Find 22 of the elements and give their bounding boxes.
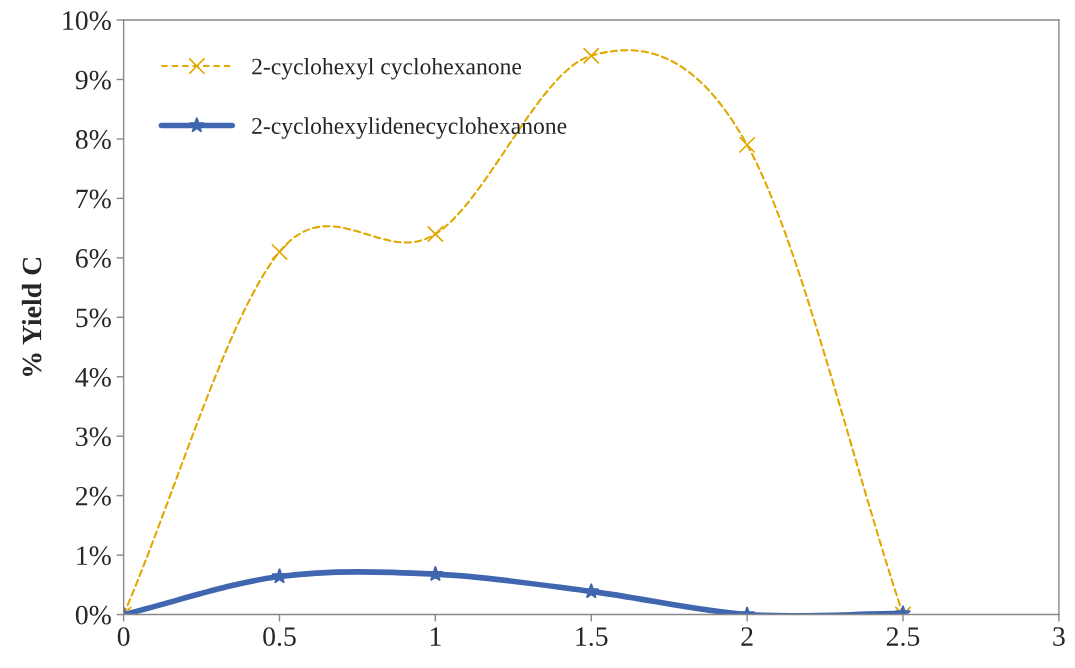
point	[582, 47, 600, 65]
y-tick-label: 8%	[75, 130, 111, 149]
y-tick-label: 6%	[75, 249, 111, 268]
y-tick-label: 9%	[75, 70, 111, 90]
x-tick-label: 1.5	[576, 627, 608, 647]
y-tick-label: 3%	[76, 427, 111, 447]
x-tick-label: 0	[117, 627, 130, 646]
y-tick-label: 2%	[76, 486, 111, 506]
y-tick-label: 0%	[75, 605, 111, 625]
point	[738, 136, 756, 154]
x-tick-label: 3	[1053, 627, 1065, 646]
y-tick-label: 5%	[76, 308, 111, 328]
legend-label: 2-cyclohexyl cyclohexanone	[252, 57, 522, 80]
x-tick-label: 2.5	[886, 627, 920, 647]
y-tick-label: 4%	[75, 367, 111, 387]
y-axis-title: % Yield C	[21, 257, 42, 376]
x-tick-label: 1	[430, 627, 441, 646]
y-tick-label: 1%	[77, 546, 111, 566]
y-tick-label: 7%	[76, 189, 111, 209]
y-tick-label: 10%	[63, 11, 111, 31]
x-tick-label: 0.5	[263, 627, 296, 647]
x-tick-label: 2	[741, 627, 753, 646]
